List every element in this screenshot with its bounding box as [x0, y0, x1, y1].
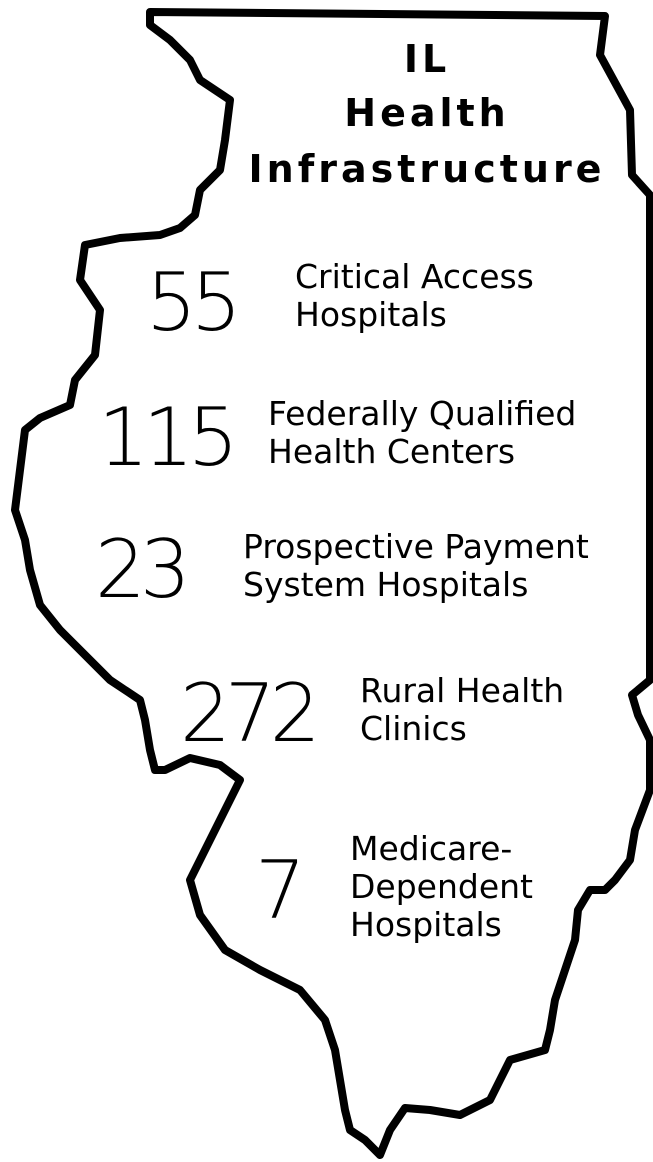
count-label: Medicare-	[350, 829, 512, 868]
count-label: Health Centers	[268, 432, 515, 471]
count: 115	[98, 391, 233, 484]
title-line: Health	[344, 91, 509, 135]
count-label: Critical Access	[295, 257, 534, 296]
count: 23	[95, 523, 185, 616]
count-label: Prospective Payment	[243, 527, 589, 566]
count: 55	[146, 256, 236, 349]
count-label: Rural Health	[360, 671, 564, 710]
count: 272	[180, 667, 315, 760]
count-label: Federally Qualified	[268, 394, 576, 433]
count-label: System Hospitals	[243, 565, 528, 604]
count-label: Hospitals	[295, 295, 447, 334]
title-line: Infrastructure	[249, 147, 606, 191]
state-outline	[11, 8, 653, 1159]
count-label: Dependent	[350, 867, 533, 906]
title-line: IL	[404, 37, 450, 81]
count-label: Clinics	[360, 709, 467, 748]
count: 7	[255, 844, 300, 937]
count-label: Hospitals	[350, 905, 502, 944]
